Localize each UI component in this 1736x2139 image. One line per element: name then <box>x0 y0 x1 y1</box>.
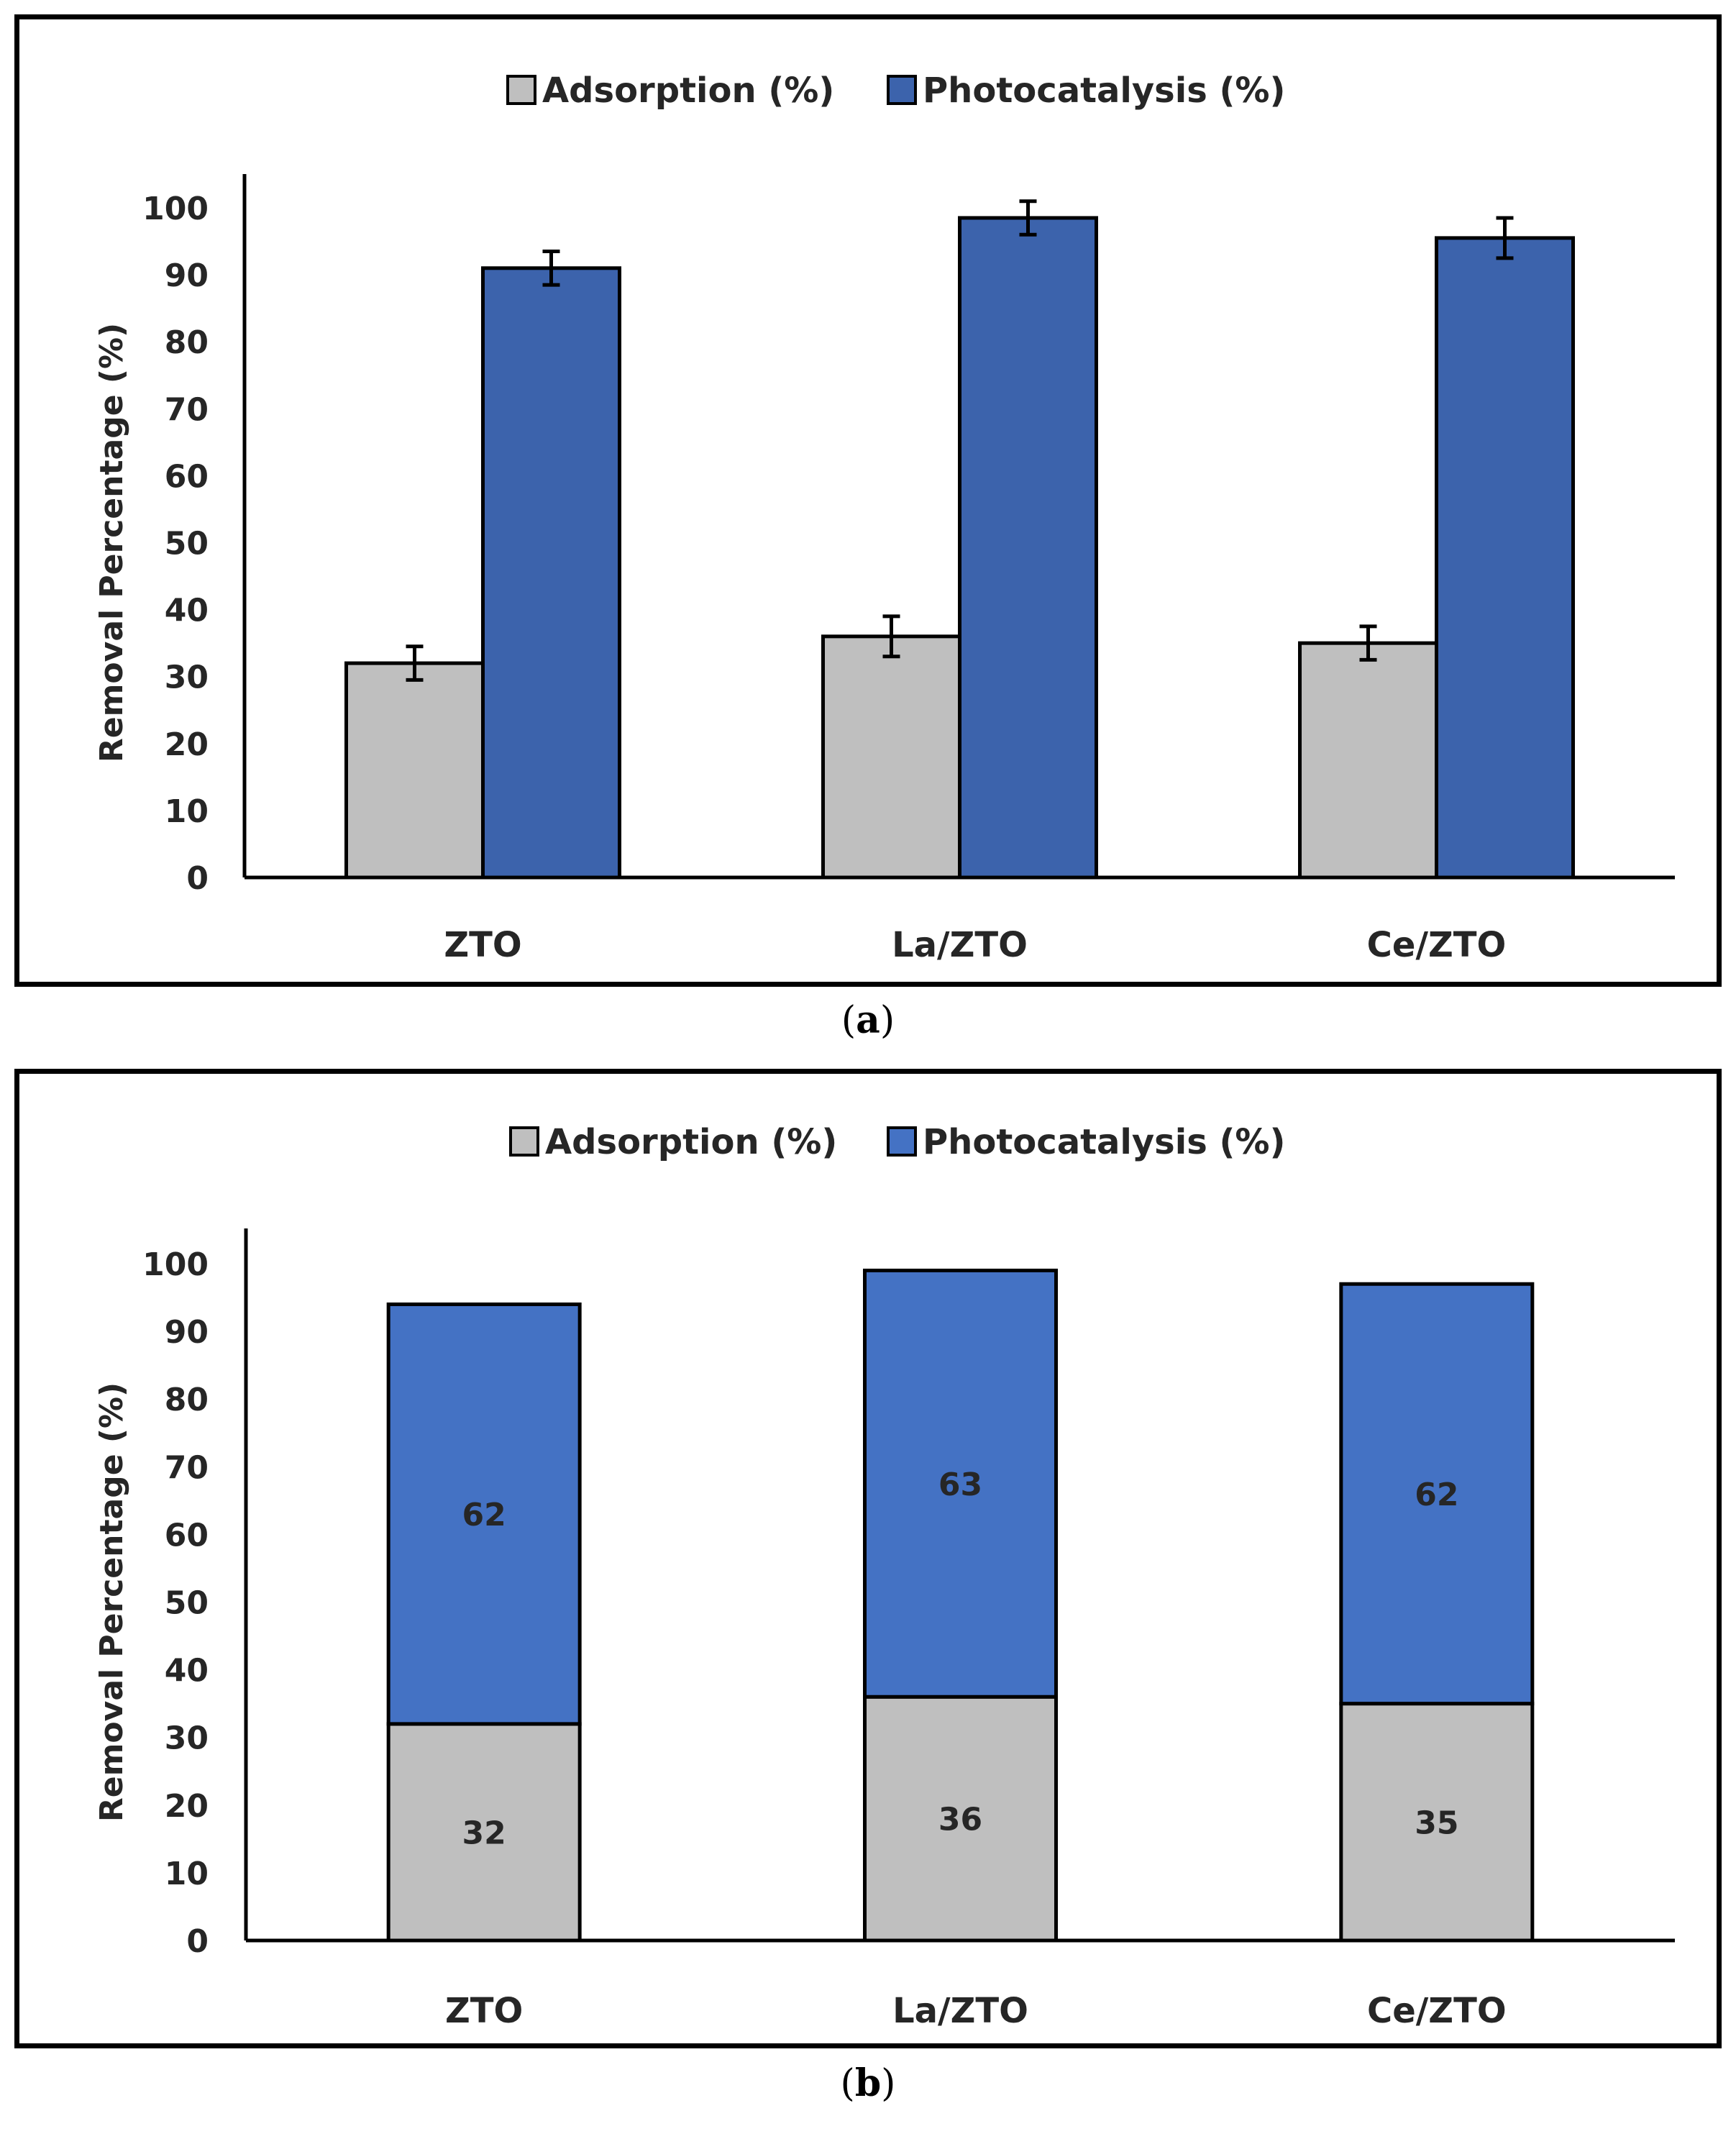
bar-photocatalysis <box>481 266 621 880</box>
bar-adsorption <box>1298 641 1438 880</box>
data-label: 62 <box>462 1497 506 1533</box>
y-tick-label: 100 <box>142 191 209 227</box>
y-tick-label: 0 <box>186 1923 209 1960</box>
caption-b-letter: b <box>854 2061 882 2105</box>
data-label: 32 <box>462 1815 506 1851</box>
x-category-label: ZTO <box>444 925 521 965</box>
caption-a: (a) <box>841 998 895 1042</box>
y-tick-label: 50 <box>165 526 209 562</box>
legend-swatch-0 <box>506 75 536 105</box>
y-tick-label: 10 <box>165 1856 209 1892</box>
y-tick-label: 30 <box>165 1720 209 1757</box>
data-label: 63 <box>938 1467 982 1503</box>
chart-a: Adsorption (%) Photocatalysis (%) Removal … <box>93 70 1675 965</box>
bar-photocatalysis <box>1435 236 1575 880</box>
y-tick-label: 20 <box>165 726 209 763</box>
x-category-label: Ce/ZTO <box>1367 925 1507 965</box>
chart-panel-b: Adsorption (%) Photocatalysis (%) Removal … <box>14 1069 1722 2048</box>
bar-segment-photocatalysis <box>863 1268 1058 1699</box>
y-tick-label: 90 <box>165 1314 209 1351</box>
bar-adsorption <box>344 661 485 880</box>
y-tick-label: 10 <box>165 793 209 830</box>
bar-segment-photocatalysis <box>1339 1282 1535 1706</box>
y-tick-label: 80 <box>165 324 209 361</box>
x-category-label: La/ZTO <box>892 925 1028 965</box>
bar-segment-adsorption <box>863 1695 1058 1943</box>
bar-segment-adsorption <box>386 1722 582 1943</box>
y-tick-label: 80 <box>165 1382 209 1418</box>
y-tick-label: 60 <box>165 458 209 495</box>
data-label: 36 <box>938 1802 982 1838</box>
y-tick-label: 70 <box>165 391 209 428</box>
legend-label-0: Adsorption (%) <box>542 70 834 111</box>
caption-a-letter: a <box>856 998 880 1042</box>
legend-label-1: Photocatalysis (%) <box>923 70 1285 111</box>
data-label: 62 <box>1415 1477 1458 1513</box>
y-tick-label: 50 <box>165 1585 209 1622</box>
bar-segment-adsorption <box>1339 1702 1535 1943</box>
bar-segment-photocatalysis <box>386 1302 582 1726</box>
legend-swatch-1 <box>887 1126 917 1157</box>
y-tick-label: 70 <box>165 1449 209 1486</box>
x-category-label: ZTO <box>445 1991 523 2031</box>
y-tick-label: 90 <box>165 257 209 294</box>
y-tick-label: 60 <box>165 1517 209 1554</box>
y-tick-label: 40 <box>165 1653 209 1689</box>
legend-label-0: Adsorption (%) <box>545 1122 837 1162</box>
y-axis-title: Removal Percentage (%) <box>93 1382 130 1822</box>
x-category-label: La/ZTO <box>892 1991 1028 2031</box>
data-label: 35 <box>1415 1805 1458 1841</box>
chart-panel-a: Adsorption (%) Photocatalysis (%) Removal … <box>14 14 1722 987</box>
bar-photocatalysis <box>958 216 1098 880</box>
legend-swatch-0 <box>509 1126 539 1157</box>
x-category-label: Ce/ZTO <box>1367 1991 1507 2031</box>
y-tick-label: 100 <box>142 1246 209 1283</box>
y-tick-label: 30 <box>165 660 209 696</box>
y-tick-label: 20 <box>165 1788 209 1825</box>
legend-label-1: Photocatalysis (%) <box>923 1122 1285 1162</box>
y-tick-label: 40 <box>165 593 209 629</box>
legend-swatch-1 <box>887 75 917 105</box>
chart-b: Adsorption (%) Photocatalysis (%) Removal … <box>93 1122 1675 2031</box>
caption-b: (b) <box>840 2061 896 2105</box>
y-tick-label: 0 <box>186 860 209 897</box>
bar-adsorption <box>821 634 961 880</box>
y-axis-title: Removal Percentage (%) <box>93 323 130 762</box>
